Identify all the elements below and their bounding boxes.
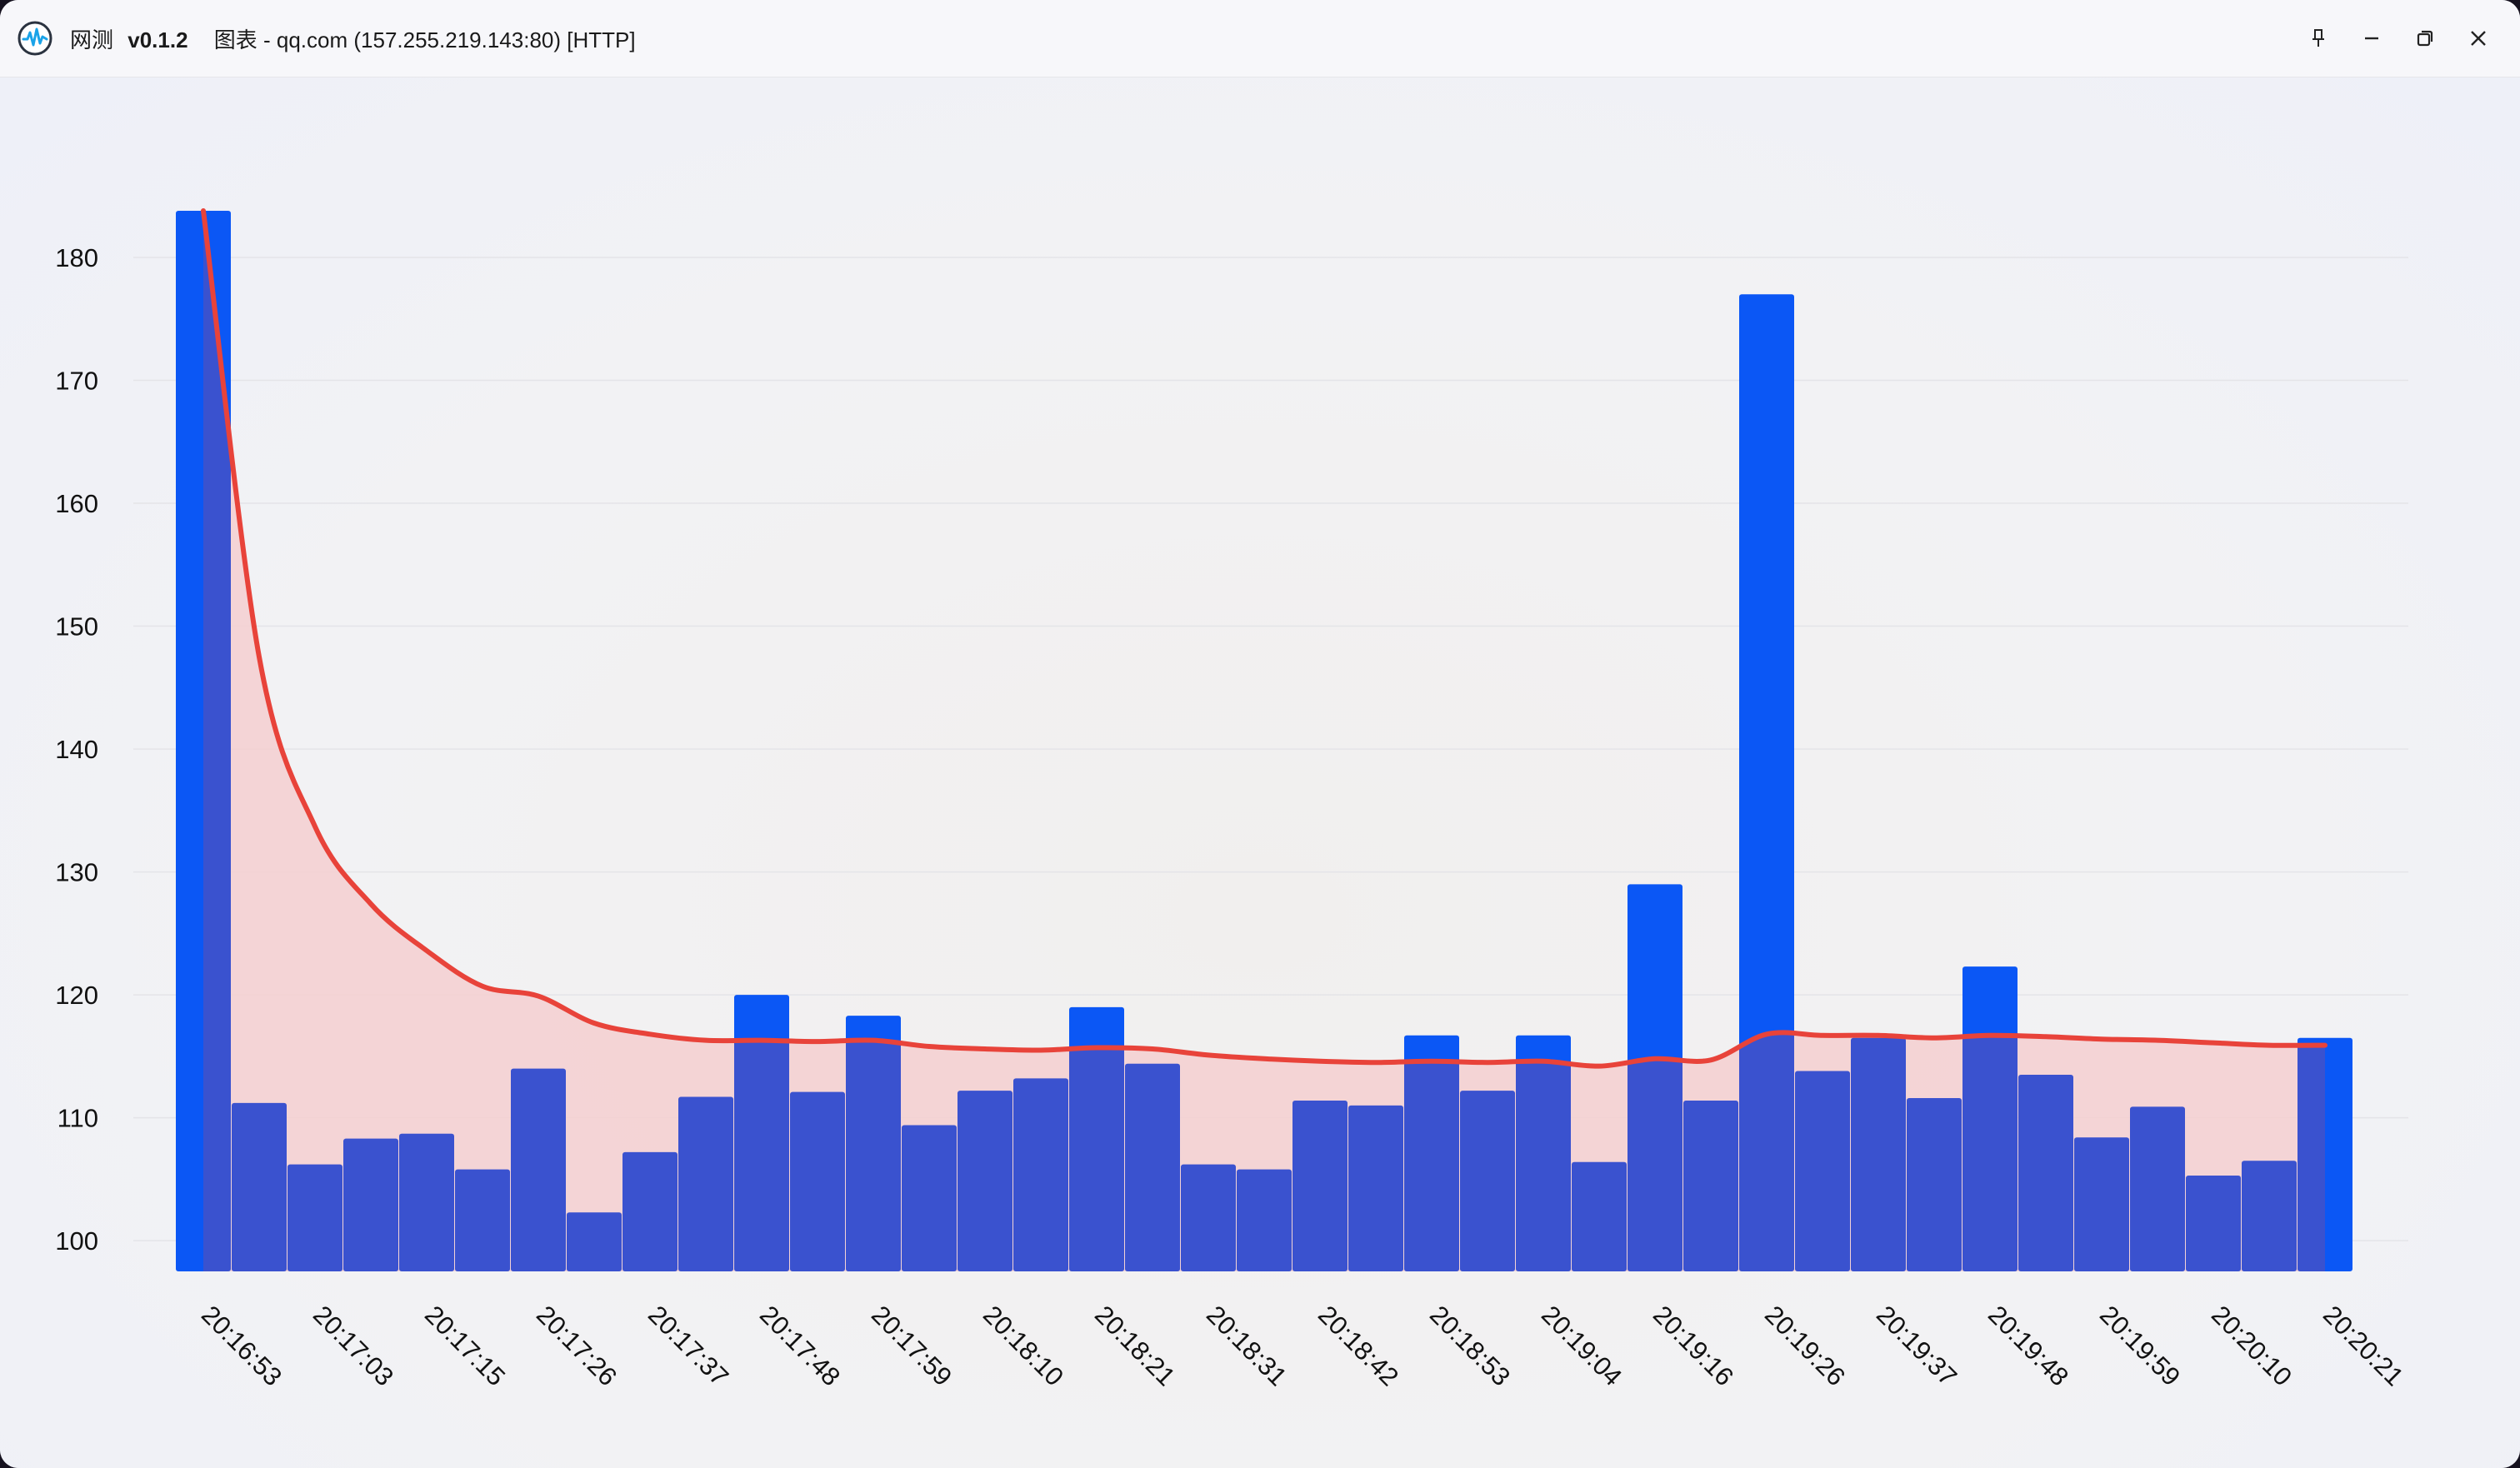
latency-bar-overlap	[2186, 1175, 2241, 1271]
latency-bar-overlap	[1181, 1164, 1236, 1271]
restore-button[interactable]	[2405, 18, 2445, 58]
latency-bar-overlap	[1851, 1037, 1906, 1271]
latency-bar-overlap	[1237, 1169, 1292, 1271]
latency-bar-overlap	[902, 1125, 957, 1271]
latency-bar-overlap	[1795, 1071, 1850, 1271]
app-version: v0.1.2	[128, 27, 188, 52]
minimize-button[interactable]	[2352, 18, 2392, 58]
x-tick-label: 20:18:21	[1089, 1300, 1181, 1391]
x-tick-label: 20:18:31	[1201, 1300, 1292, 1391]
latency-bar-overlap	[1516, 1035, 1571, 1271]
minimize-icon	[2365, 37, 2378, 40]
window-title: 网测 v0.1.2 图表 - qq.com (157.255.219.143:8…	[70, 23, 636, 54]
latency-bar-overlap	[1907, 1098, 1962, 1271]
latency-bar-overlap	[1683, 1100, 1738, 1271]
latency-bar-overlap	[1404, 1035, 1459, 1271]
latency-bar-overlap	[1460, 1091, 1515, 1271]
latency-bar-overlap	[2130, 1106, 2185, 1271]
y-tick-label: 110	[58, 1104, 98, 1133]
x-tick-label: 20:17:26	[531, 1300, 622, 1391]
latency-bar-overlap	[790, 1091, 845, 1271]
pin-button[interactable]	[2298, 18, 2338, 58]
latency-bar-overlap	[343, 1138, 398, 1271]
latency-bar-overlap	[1069, 1006, 1124, 1271]
latency-bar-overlap	[567, 1212, 622, 1271]
latency-bar-overlap	[399, 1133, 454, 1271]
x-tick-label: 20:18:42	[1312, 1300, 1404, 1391]
x-tick-label: 20:19:04	[1536, 1300, 1628, 1391]
x-tick-label: 20:20:21	[2318, 1300, 2409, 1391]
x-tick-label: 20:16:53	[196, 1300, 288, 1391]
title-bar[interactable]: 网测 v0.1.2 图表 - qq.com (157.255.219.143:8…	[0, 0, 2520, 77]
latency-bar-overlap	[958, 1091, 1012, 1271]
y-tick-label: 160	[55, 489, 98, 518]
latency-bar-overlap	[734, 995, 789, 1271]
app-name: 网测	[70, 27, 114, 52]
x-tick-label: 20:17:37	[642, 1300, 734, 1391]
latency-bar-overlap	[1125, 1063, 1180, 1271]
window-subtitle: 图表 - qq.com (157.255.219.143:80) [HTTP]	[213, 27, 636, 52]
x-tick-label: 20:19:48	[1982, 1300, 2074, 1391]
x-tick-label: 20:17:15	[419, 1300, 511, 1391]
latency-bar-overlap	[2242, 1161, 2297, 1271]
latency-bar-overlap	[678, 1096, 733, 1271]
latency-bar-overlap	[1292, 1100, 1348, 1271]
y-tick-label: 140	[55, 735, 98, 764]
latency-bar-overlap	[622, 1151, 678, 1271]
close-button[interactable]	[2458, 18, 2498, 58]
latency-bar-overlap	[2018, 1074, 2073, 1271]
latency-bar-overlap	[1572, 1161, 1627, 1271]
x-tick-label: 20:18:53	[1424, 1300, 1516, 1391]
x-tick-label: 20:19:59	[2094, 1300, 2186, 1391]
y-tick-label: 170	[55, 367, 98, 396]
latency-bar-overlap	[1013, 1078, 1068, 1271]
y-tick-label: 130	[55, 858, 98, 887]
latency-bar-overlap	[455, 1169, 510, 1271]
restore-icon	[2417, 30, 2433, 47]
x-tick-label: 20:17:03	[308, 1300, 399, 1391]
y-tick-label: 120	[55, 981, 98, 1010]
average-line	[201, 207, 2328, 1069]
close-icon	[2471, 31, 2486, 46]
latency-bar-overlap	[846, 1016, 901, 1271]
latency-bar-overlap	[232, 1102, 287, 1271]
latency-bar	[1739, 294, 1794, 1271]
chart-panel: 100 110 120 130 140 150 160 170 180 20:16:53 20:17…	[0, 77, 2520, 1468]
x-tick-label: 20:17:48	[754, 1300, 846, 1391]
x-tick-label: 20:19:16	[1648, 1300, 1739, 1391]
latency-bar-overlap	[1962, 966, 2018, 1271]
latency-bar-overlap	[511, 1068, 566, 1271]
x-tick-label: 20:19:26	[1759, 1300, 1851, 1391]
x-tick-label: 20:19:37	[1871, 1300, 1962, 1391]
latency-bar-overlap	[2298, 1037, 2325, 1271]
latency-bar-overlap	[1348, 1105, 1403, 1271]
pulse-logo-icon	[18, 21, 52, 56]
pin-icon	[2312, 29, 2324, 47]
x-tick-label: 20:17:59	[866, 1300, 958, 1391]
y-tick-label: 100	[55, 1226, 98, 1256]
x-tick-label: 20:20:10	[2206, 1300, 2298, 1391]
latency-bar-overlap	[288, 1164, 342, 1271]
latency-bar-overlap	[203, 210, 231, 1271]
y-tick-label: 180	[55, 243, 98, 272]
y-tick-label: 150	[55, 612, 98, 642]
x-tick-label: 20:18:10	[978, 1300, 1069, 1391]
latency-bar-overlap	[2074, 1137, 2129, 1271]
